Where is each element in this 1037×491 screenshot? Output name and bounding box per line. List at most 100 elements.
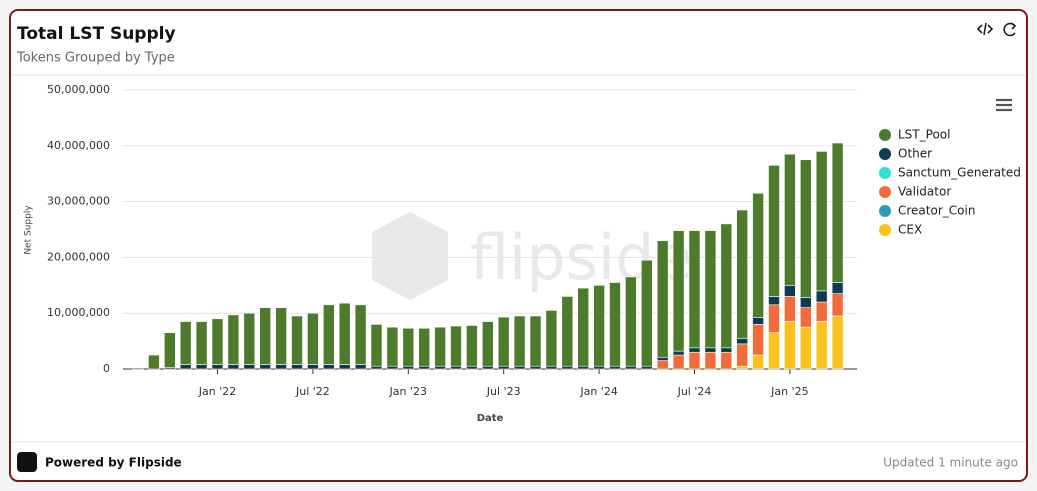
bar-segment (259, 364, 272, 370)
bar-segment (720, 351, 733, 370)
legend-swatch (879, 129, 891, 141)
bar-segment (354, 304, 367, 365)
bar-segment (179, 321, 192, 365)
bar-segment (656, 356, 669, 361)
bar-segment (195, 321, 208, 365)
bar-segment (625, 276, 637, 367)
legend-swatch (879, 205, 891, 217)
bar-segment (640, 259, 653, 367)
menu-icon[interactable] (996, 98, 1012, 112)
bar-segment (577, 287, 590, 367)
footer-brand[interactable]: Powered by Flipside (45, 456, 182, 470)
bar-segment (275, 307, 287, 365)
bar-segment (561, 296, 574, 367)
bar-segment (243, 364, 256, 370)
bar-segment (784, 284, 796, 297)
bar-segment (784, 321, 796, 370)
bar-segment (799, 307, 812, 328)
bar-segment (386, 326, 399, 367)
bar-segment (768, 165, 780, 297)
bar-segment (275, 364, 287, 370)
bar-segment (148, 354, 160, 370)
bar-segment (593, 365, 605, 370)
legend-label: CEX (898, 223, 922, 237)
bar-segment (672, 230, 685, 352)
bar-segment (195, 364, 208, 370)
bar-segment (752, 354, 764, 370)
bar-segment (672, 354, 685, 370)
bar-segment (704, 230, 717, 349)
bar-segment (497, 316, 510, 367)
x-tick-label: Jan '22 (198, 385, 236, 398)
bar-segment (259, 307, 272, 365)
y-axis-label: Net Supply (24, 205, 34, 255)
y-tick-label: 0 (103, 362, 110, 375)
bar-segment (545, 310, 558, 367)
legend-label: Creator_Coin (898, 204, 975, 218)
legend-label: LST_Pool (898, 128, 950, 142)
footer-updated: Updated 1 minute ago (883, 456, 1018, 470)
bar-segment (211, 318, 224, 365)
bar-segment (831, 142, 844, 283)
y-tick-label: 40,000,000 (47, 139, 110, 152)
bar-segment (338, 302, 351, 365)
bar-segment (831, 293, 844, 317)
bar-segment (704, 351, 717, 370)
y-tick-label: 50,000,000 (47, 83, 110, 96)
bar-segment (481, 321, 494, 367)
legend-swatch (879, 224, 891, 236)
legend-label: Other (898, 147, 932, 161)
bar-segment (609, 282, 621, 367)
bar-segment (291, 315, 303, 365)
bar-segment (752, 324, 764, 356)
bar-segment (545, 365, 558, 370)
bar-segment (434, 326, 446, 367)
watermark-logo (372, 212, 448, 300)
bar-segment (466, 365, 478, 370)
bar-segment (736, 209, 749, 339)
x-tick-label: Jul '22 (295, 385, 330, 398)
x-tick-label: Jan '25 (770, 385, 808, 398)
x-tick-label: Jan '23 (389, 385, 427, 398)
bar-segment (640, 365, 653, 370)
bar-segment (625, 365, 637, 370)
bar-segment (307, 312, 319, 365)
legend-swatch (879, 167, 891, 179)
x-tick-label: Jan '24 (579, 385, 617, 398)
legend-label: Sanctum_Generated (898, 166, 1021, 180)
bar-segment (513, 365, 526, 370)
bar-segment (720, 347, 733, 353)
bar-segment (179, 364, 192, 370)
x-axis-label: Date (477, 413, 504, 424)
legend-label: Validator (898, 185, 951, 199)
bar-segment (322, 364, 335, 370)
bar-segment (370, 365, 383, 370)
bar-segment (768, 304, 780, 334)
bar-segment (799, 159, 812, 298)
bar-segment (688, 351, 701, 370)
bar-segment (609, 365, 621, 370)
bar-segment (561, 365, 574, 370)
bar-segment (768, 296, 780, 306)
card-title: Total LST Supply (17, 24, 176, 44)
bar-segment (768, 332, 780, 370)
bar-segment (402, 365, 415, 370)
bar-segment (227, 364, 240, 370)
bar-segment (354, 364, 367, 370)
refresh-icon[interactable] (1003, 22, 1017, 37)
bar-segment (815, 290, 828, 303)
y-tick-label: 20,000,000 (47, 250, 110, 263)
bar-segment (831, 315, 844, 370)
bar-segment (243, 312, 256, 365)
code-icon[interactable] (976, 22, 994, 36)
bar-segment (577, 365, 590, 370)
bar-segment (815, 321, 828, 370)
bar-segment (481, 365, 494, 370)
bar-segment (307, 364, 319, 370)
bar-segment (513, 315, 526, 367)
bar-segment (450, 365, 462, 370)
bar-segment (402, 327, 415, 367)
bar-segment (450, 325, 462, 367)
